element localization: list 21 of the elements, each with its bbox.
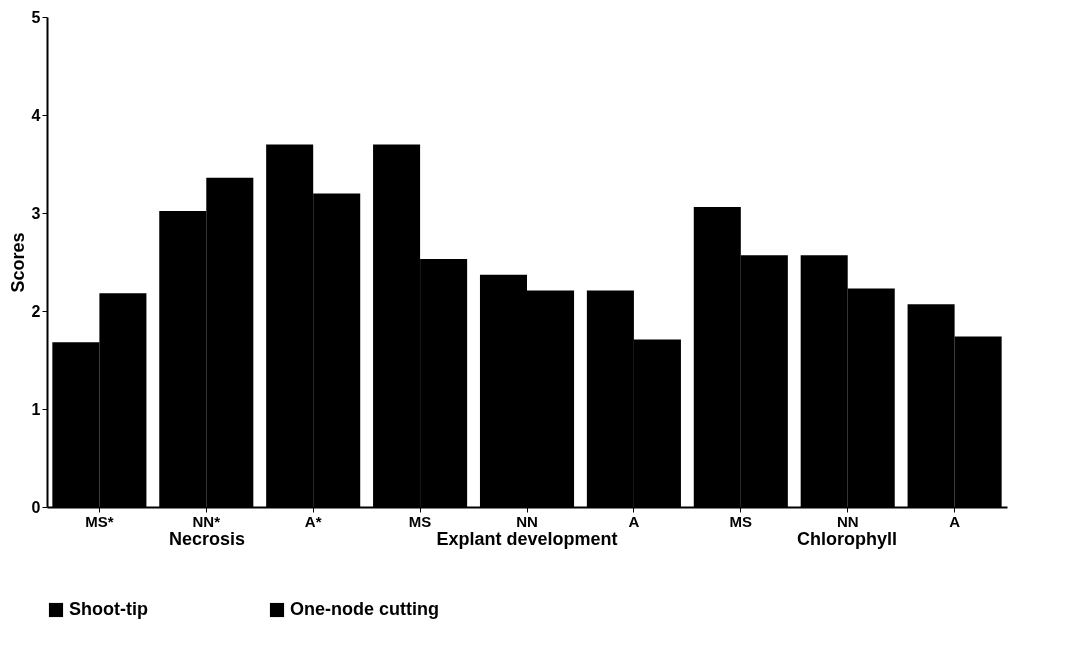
text: Explant development [436,529,618,549]
y-tick-label: 3 [31,204,41,222]
x-tick-label: A [628,512,640,530]
y-tick-label: 0 [31,498,41,516]
y-tick-label: 5 [31,8,41,26]
x-tick-label: MS [729,512,753,530]
y-tick-label: 4 [31,106,41,124]
legend-label: Shoot-tip [69,599,148,619]
y-axis-title: Scores [7,232,28,293]
x-tick-label: NN [516,512,538,530]
legend-label: One-node cutting [290,599,439,619]
y-tick-label: 2 [31,302,41,320]
x-tick-label: NN* [192,512,221,530]
text: Necrosis [168,529,246,549]
x-tick-label: MS* [85,512,114,530]
x-tick-label: MS [408,512,432,530]
text: Chlorophyll [797,529,897,549]
x-tick-label: NN [836,512,859,530]
x-tick-label: A [949,512,961,530]
y-tick-label: 1 [31,400,41,418]
x-tick-label: A* [304,512,322,530]
